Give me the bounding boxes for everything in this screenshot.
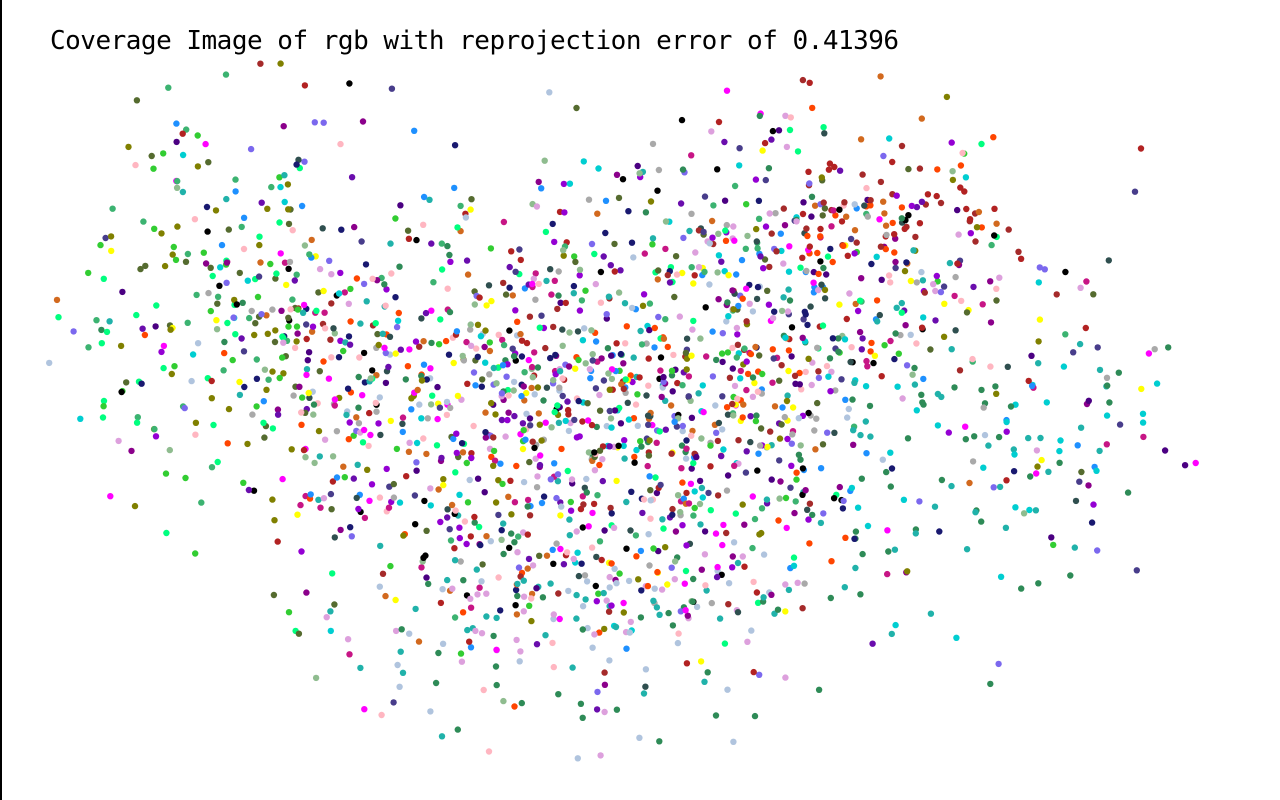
image-left-border <box>0 0 2 800</box>
image-title: Coverage Image of rgb with reprojection … <box>50 26 899 56</box>
